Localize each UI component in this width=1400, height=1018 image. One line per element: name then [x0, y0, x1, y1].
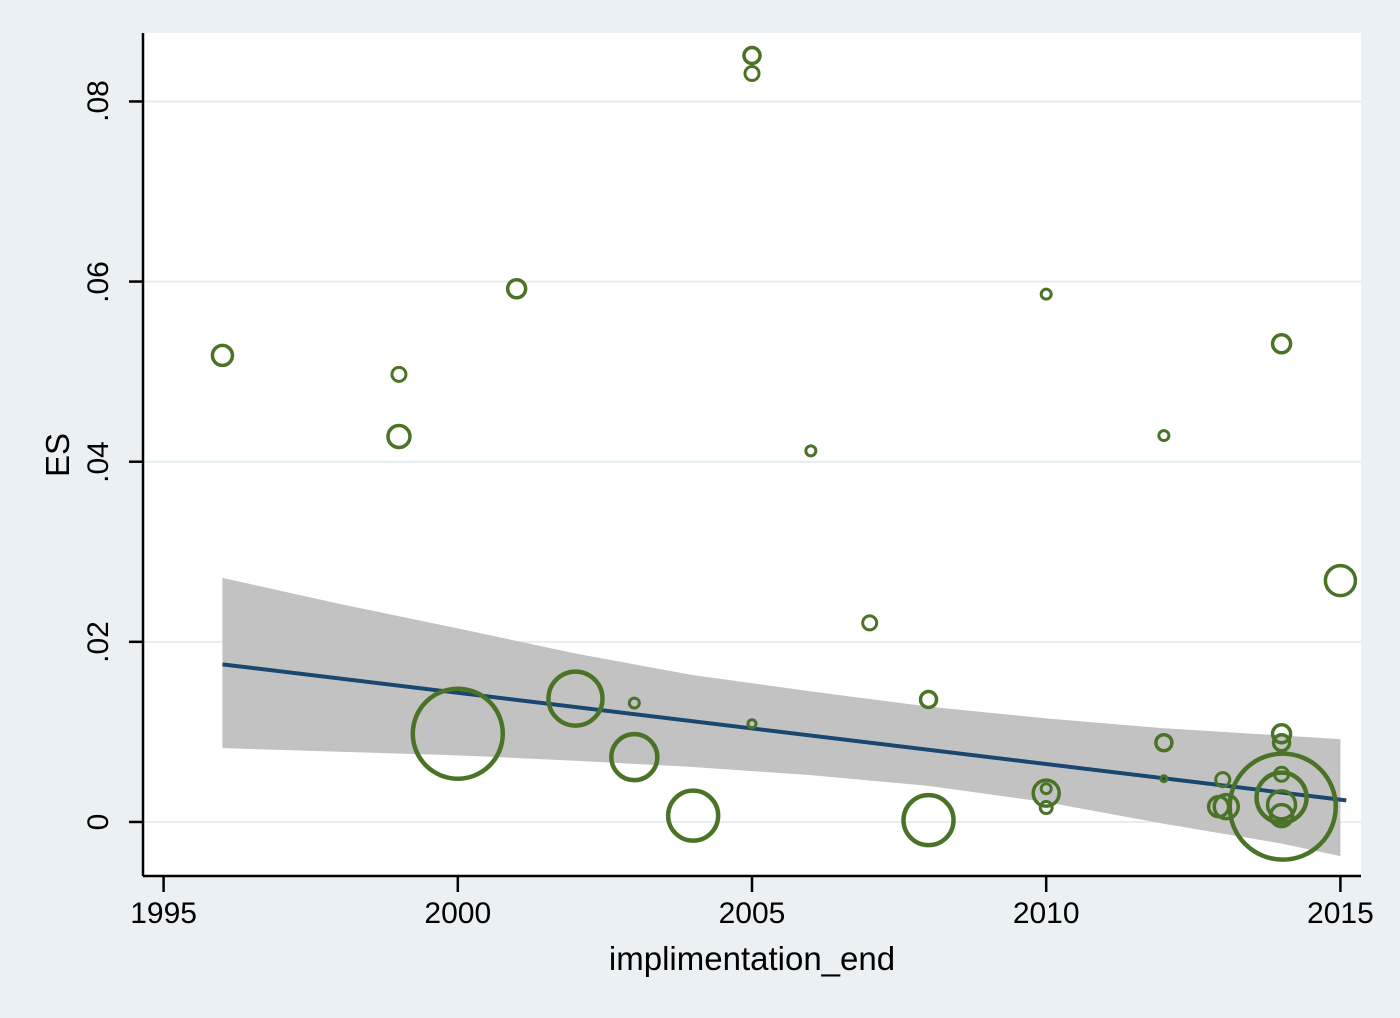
bubble-marker [1039, 287, 1053, 301]
bubble-marker [210, 343, 235, 368]
bubble-marker [1039, 782, 1053, 796]
bubble-marker [1212, 792, 1241, 821]
bubble-marker [1214, 771, 1232, 789]
x-tick-label-1995: 1995 [130, 897, 197, 930]
y-tick-label-04: .04 [82, 440, 115, 483]
x-axis-title: implimentation_end [608, 940, 896, 977]
y-tick-label-02: .02 [82, 620, 115, 663]
y-tick-label-08: .08 [82, 80, 115, 123]
y-tick-label-0: 0 [82, 813, 115, 831]
y-tick-label-06: .06 [82, 260, 115, 303]
bubble-marker [1157, 429, 1171, 443]
bubble-marker [1227, 751, 1338, 862]
bubble-marker [627, 696, 641, 710]
bubble-marker [1323, 563, 1358, 598]
bubble-marker [746, 718, 758, 730]
bubble-marker [918, 689, 939, 710]
bubble-marker [386, 423, 412, 450]
x-tick-label-2000: 2000 [424, 897, 492, 930]
bubble-marker [1268, 802, 1295, 829]
bubble-marker [665, 788, 721, 843]
bubble-marker [1159, 774, 1169, 784]
x-tick-label-2005: 2005 [718, 897, 786, 930]
y-axis-title: ES [39, 432, 76, 477]
bubble-marker [1038, 800, 1054, 816]
bubble-marker [609, 731, 660, 783]
bubble-marker [410, 686, 506, 781]
bubble-marker [804, 444, 818, 458]
bubble-marker [1271, 732, 1292, 753]
bubble-marker [743, 65, 761, 83]
bubble-marker [1254, 770, 1309, 825]
bubble-marker [1154, 732, 1174, 753]
bubble-marker [742, 45, 762, 66]
x-tick-label-2010: 2010 [1012, 897, 1080, 930]
bubble-marker [390, 365, 408, 383]
bubble-marker [1270, 332, 1293, 355]
bubble-marker [861, 614, 879, 632]
bubble-marker [505, 278, 528, 300]
bubble-marker [1031, 778, 1061, 808]
bubble-marker [1270, 722, 1293, 745]
confidence-band [222, 577, 1341, 857]
fit-line [222, 662, 1347, 803]
bubble-marker [546, 669, 605, 728]
bubble-marker [1265, 789, 1298, 821]
bubble-marker [901, 792, 956, 848]
x-tick-label-2015: 2015 [1307, 897, 1374, 930]
